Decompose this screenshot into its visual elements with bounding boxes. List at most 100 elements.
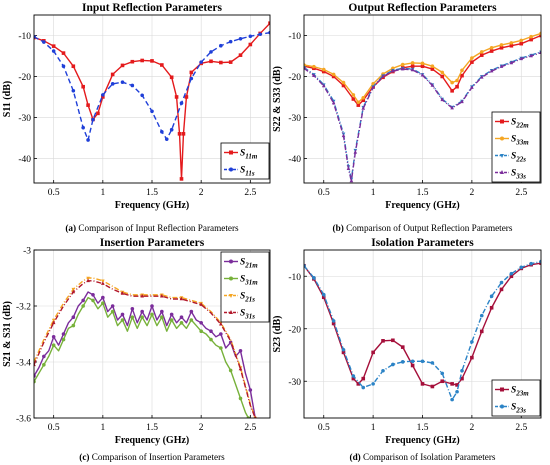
legend-label-sub: 11m [245,153,258,161]
plot-frame [303,249,542,419]
data-point-S22m [455,84,459,89]
data-point-S11m [101,95,105,99]
data-point-S33s [371,85,375,89]
x-tick-label: 1 [100,188,105,198]
data-point-S31m [101,301,105,306]
data-point-S33m [321,67,326,72]
data-point-S33m [479,50,484,54]
data-point-S21m [150,304,154,308]
caption-text: Comparison of Input Reflection Parameter… [76,223,239,233]
data-point-S22m [499,45,504,50]
data-point-S33s [353,149,358,154]
legend-label-sub: 31s [244,313,255,321]
data-point-S22m [420,64,425,69]
series-S33s [304,50,541,183]
data-point-S11m [140,58,144,63]
legend-label: S21s [240,292,255,304]
data-point-S11m [248,42,253,47]
legend-label-main: S [511,386,516,396]
y-axis-label: S21 & S31 (dB) [2,301,13,367]
data-point-S33s [450,105,454,110]
data-point-S21m [179,315,184,320]
legend-label: S22m [511,118,529,130]
legend-swatch-marker [500,154,504,158]
data-point-S33m [430,64,435,69]
data-point-S21m [130,307,135,311]
series-S31s [34,278,257,418]
data-point-S23m [321,295,326,300]
data-point-S31m [150,312,154,317]
chart-panel-0: 0.5 1 1.5 2 2.5 -40 -30 -20 -10 Input Reflection … [2,2,271,233]
y-axis-label: S11 (dB) [2,81,13,117]
legend-label-main: S [511,118,516,128]
data-point-S22m [331,74,336,79]
y-axis-label: S23 (dB) [272,316,283,353]
data-point-S22m [410,64,415,69]
data-point-S22m [430,67,435,71]
y-tick-label: -20 [288,325,301,335]
data-point-S31s [179,296,184,301]
data-point-S23m [455,383,459,387]
legend-label: S31s [240,309,255,321]
data-point-S21m [91,293,95,297]
legend-label-main: S [511,135,516,145]
data-point-S11s [91,117,95,122]
data-point-S21m [71,315,76,320]
data-point-S23s [455,389,459,394]
y-tick-label: -40 [18,155,31,165]
plot-frame [33,14,271,184]
data-point-S31m [120,318,125,322]
data-point-S23s [331,319,336,323]
data-point-S23m [479,329,484,334]
data-point-S23m [450,382,454,386]
data-point-S21m [219,332,223,336]
legend-swatch-marker [229,276,233,281]
data-point-S31s [219,321,223,326]
legend-label-main: S [240,166,245,176]
y-tick-label: -3.4 [16,359,31,369]
series-S11s [34,30,270,142]
data-point-S11m [184,95,189,99]
y-tick-label: -10 [18,32,31,42]
data-point-S31s [238,366,243,371]
x-axis-label: Frequency (GHz) [115,435,190,446]
data-point-S33m [499,43,504,47]
y-tick-label: -3.2 [16,303,31,313]
x-tick-label: 0.5 [48,188,60,198]
data-point-S33m [440,70,445,75]
data-point-S33s [346,166,351,170]
data-point-S23m [400,345,405,349]
data-point-S23m [410,363,415,368]
legend-label-main: S [240,309,245,319]
data-point-S11s [140,93,144,98]
legend-label-sub: 23m [515,390,529,398]
data-point-S23s [509,271,514,276]
data-point-S21m [209,329,213,334]
data-point-S11m [179,177,184,181]
data-point-S11m [81,84,85,89]
data-point-S31m [228,368,233,373]
data-point-S23m [440,379,445,384]
x-tick-label: 2.5 [244,423,256,433]
data-point-S33s [509,60,514,65]
data-point-S33s [410,67,415,72]
data-point-S23m [499,287,504,292]
legend-label: S23m [511,386,529,398]
caption-tag: (a) [65,223,76,233]
data-point-S11m [61,51,66,55]
data-point-S21s [51,318,56,323]
data-point-S33m [529,34,533,39]
data-point-S11m [86,103,90,107]
data-point-S33s [400,66,405,71]
data-point-S22m [460,73,464,78]
data-point-S11s [120,80,125,84]
data-point-S33m [420,61,425,66]
data-point-S23s [460,368,464,373]
data-point-S11m [51,44,56,48]
data-point-S11m [160,63,164,67]
data-point-S31s [86,278,90,283]
data-point-S22m [361,98,366,103]
y-tick-label: -40 [288,155,301,165]
data-point-S11s [130,83,135,88]
